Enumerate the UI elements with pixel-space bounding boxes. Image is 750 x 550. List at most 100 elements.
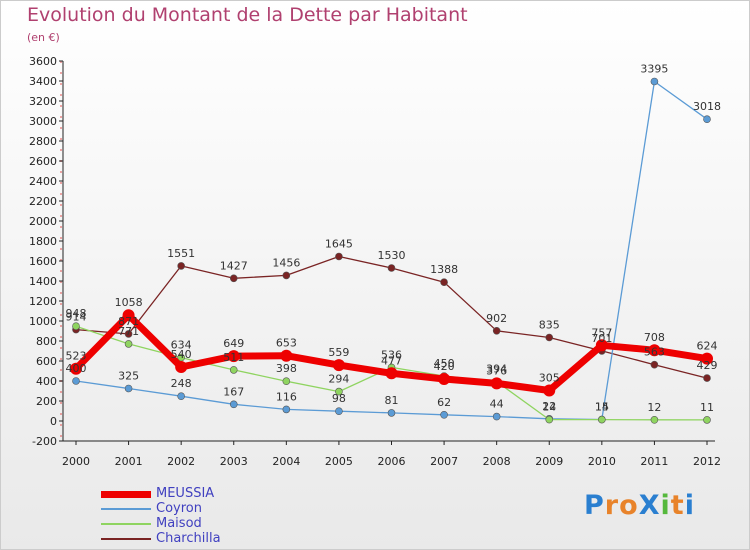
- x-tick-label: 2009: [535, 455, 563, 468]
- y-tick-label: 1600: [29, 255, 57, 268]
- data-point: [492, 412, 501, 421]
- y-tick-label: 2400: [29, 175, 57, 188]
- data-label: 305: [539, 372, 560, 385]
- x-tick-label: 2000: [62, 455, 90, 468]
- data-point: [229, 274, 238, 283]
- data-label: 400: [66, 362, 87, 375]
- data-point: [543, 384, 556, 397]
- x-tick-label: 2006: [378, 455, 406, 468]
- y-tick-label: 200: [36, 395, 57, 408]
- x-tick-label: 2004: [272, 455, 300, 468]
- proxiti-logo: ProXiti: [584, 490, 695, 521]
- y-tick-label: 1200: [29, 295, 57, 308]
- data-label: 1058: [115, 296, 143, 309]
- data-label: 450: [434, 357, 455, 370]
- data-point: [650, 77, 659, 86]
- x-tick-label: 2003: [220, 455, 248, 468]
- x-tick-label: 2005: [325, 455, 353, 468]
- data-label: 771: [118, 325, 139, 338]
- data-label: 948: [66, 307, 87, 320]
- legend-swatch: [101, 523, 151, 525]
- data-label: 708: [644, 331, 665, 344]
- data-label: 44: [490, 398, 504, 411]
- data-label: 11: [700, 401, 714, 414]
- data-point: [335, 407, 343, 416]
- data-label: 624: [697, 340, 718, 353]
- data-point: [545, 415, 554, 424]
- logo-letter: X: [638, 490, 661, 521]
- data-point: [490, 377, 503, 390]
- data-label: 902: [486, 312, 507, 325]
- data-point: [227, 350, 240, 363]
- y-tick-label: 3600: [29, 55, 57, 68]
- data-label: 477: [381, 354, 402, 367]
- data-label: 511: [223, 351, 244, 364]
- data-label: 536: [381, 348, 402, 361]
- data-label: 1645: [325, 238, 353, 251]
- x-tick-label: 2002: [167, 455, 195, 468]
- data-point: [124, 330, 133, 338]
- data-point: [492, 326, 501, 335]
- legend-label: MEUSSIA: [156, 486, 215, 501]
- legend-swatch: [101, 491, 151, 498]
- x-tick-label: 2007: [430, 455, 458, 468]
- data-label: 12: [647, 401, 661, 414]
- y-tick-label: 400: [36, 375, 57, 388]
- data-label: 634: [171, 339, 192, 352]
- data-label: 429: [697, 359, 718, 372]
- data-point: [440, 410, 448, 419]
- data-point: [72, 377, 80, 385]
- data-point: [177, 262, 185, 270]
- logo-letter: P: [584, 490, 605, 521]
- y-tick-label: -200: [32, 435, 57, 448]
- legend-label: Charchilla: [156, 531, 221, 546]
- data-label: 62: [437, 396, 451, 409]
- legend-label: Coyron: [156, 501, 202, 516]
- data-label: 559: [328, 346, 349, 359]
- data-point: [385, 367, 398, 380]
- data-point: [282, 377, 291, 386]
- data-point: [438, 373, 451, 385]
- y-tick-label: 0: [50, 415, 57, 428]
- data-label: 376: [486, 364, 507, 377]
- data-point: [177, 392, 185, 401]
- data-label: 14: [542, 401, 556, 414]
- data-label: 563: [644, 346, 665, 359]
- data-label: 22: [542, 400, 556, 413]
- data-label: 871: [118, 315, 139, 328]
- legend-swatch: [101, 508, 151, 510]
- data-label: 653: [276, 337, 297, 350]
- y-tick-label: 3400: [29, 75, 57, 88]
- y-tick-label: 1000: [29, 315, 57, 328]
- data-point: [387, 264, 396, 272]
- data-label: 540: [171, 348, 192, 361]
- y-tick-label: 1400: [29, 275, 57, 288]
- data-label: 167: [223, 385, 244, 398]
- data-point: [72, 322, 80, 331]
- legend-swatch: [101, 538, 151, 540]
- data-label: 398: [276, 362, 297, 375]
- data-label: 294: [328, 373, 349, 386]
- data-point: [122, 309, 135, 322]
- logo-letter: r: [604, 490, 620, 521]
- data-point: [703, 416, 711, 424]
- data-point: [703, 374, 711, 382]
- data-label: 1388: [430, 263, 458, 276]
- data-point: [70, 362, 82, 375]
- data-label: 3018: [693, 100, 721, 113]
- data-label: 15: [595, 401, 609, 414]
- chart-title: Evolution du Montant de la Dette par Hab…: [27, 4, 468, 26]
- data-point: [175, 361, 188, 373]
- data-point: [229, 400, 238, 409]
- data-point: [335, 252, 343, 261]
- y-tick-label: 2800: [29, 135, 57, 148]
- x-tick-label: 2011: [640, 455, 668, 468]
- y-tick-label: 2200: [29, 195, 57, 208]
- data-label: 3395: [640, 63, 668, 76]
- data-point: [598, 415, 606, 424]
- y-tick-label: 800: [36, 335, 57, 348]
- data-label: 1551: [167, 247, 195, 260]
- data-label: 325: [118, 370, 139, 383]
